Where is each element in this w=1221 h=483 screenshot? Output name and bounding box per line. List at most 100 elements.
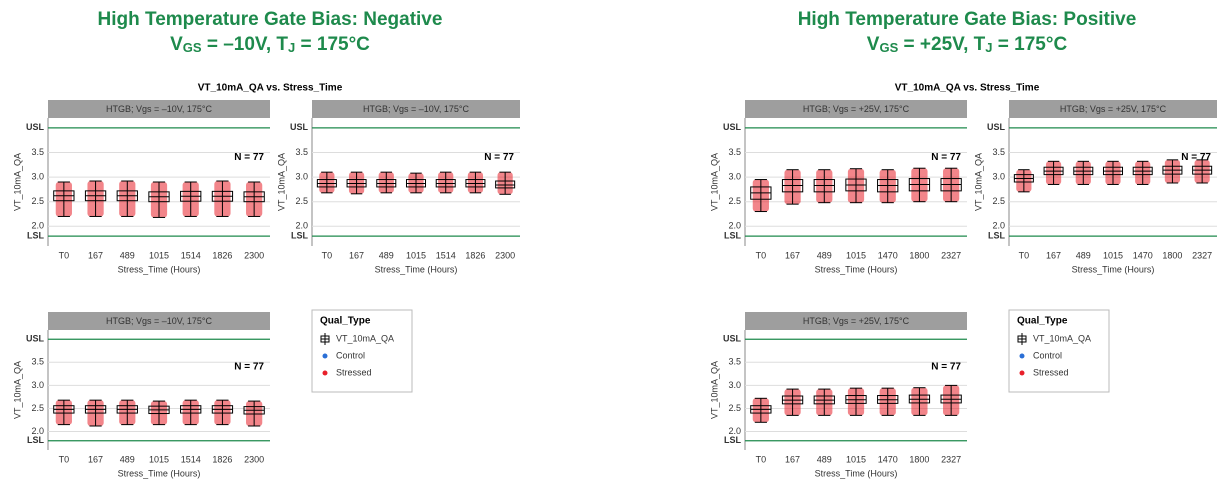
- subtitle-part: J: [288, 40, 295, 55]
- y-tick-label: 3.0: [31, 380, 44, 390]
- y-tick-label: 2.5: [295, 196, 308, 206]
- subtitle-part: V: [867, 34, 880, 55]
- y-tick-label: 3.0: [295, 171, 308, 181]
- spec-label: LSL: [724, 231, 742, 241]
- y-tick-label: 2.0: [295, 221, 308, 231]
- x-tick-label: T0: [59, 454, 70, 464]
- n-label: N = 77: [931, 152, 961, 163]
- x-axis-label: Stress_Time (Hours): [815, 468, 898, 478]
- facet-label: HTGB; Vgs = –10V, 175°C: [363, 104, 470, 114]
- x-tick-label: 489: [1076, 250, 1091, 260]
- x-tick-label: 1514: [181, 250, 201, 260]
- subtitle-part: J: [985, 40, 992, 55]
- y-tick-label: 2.5: [992, 196, 1005, 206]
- x-tick-label: 1015: [1103, 250, 1123, 260]
- x-tick-label: 2327: [1192, 250, 1212, 260]
- group-subtitle: VGS = +25V, TJ = 175°C: [867, 34, 1068, 55]
- spec-label: LSL: [291, 231, 309, 241]
- y-tick-label: 3.0: [728, 380, 741, 390]
- y-axis-label: VT_10mA_QA: [709, 361, 719, 419]
- facet-header: [745, 100, 967, 118]
- legend-label: VT_10mA_QA: [1033, 333, 1091, 343]
- facet-header: [745, 312, 967, 330]
- y-tick-label: 2.5: [728, 403, 741, 413]
- y-tick-label: 2.0: [31, 221, 44, 231]
- x-tick-label: 167: [88, 250, 103, 260]
- n-label: N = 77: [234, 152, 264, 163]
- spec-label: USL: [26, 334, 45, 344]
- x-tick-label: 167: [1046, 250, 1061, 260]
- plot-title: VT_10mA_QA vs. Stress_Time: [895, 83, 1040, 94]
- y-axis-label: VT_10mA_QA: [709, 153, 719, 211]
- legend-label: Control: [1033, 350, 1062, 360]
- y-tick-label: 3.5: [992, 147, 1005, 157]
- x-tick-label: T0: [756, 250, 767, 260]
- legend-box: [311, 309, 413, 393]
- x-tick-label: 2327: [941, 250, 961, 260]
- x-tick-label: 2300: [244, 454, 264, 464]
- n-label: N = 77: [234, 362, 264, 373]
- y-tick-label: 3.5: [728, 357, 741, 367]
- legend-symbol: [1019, 370, 1025, 376]
- y-tick-label: 3.5: [31, 357, 44, 367]
- spec-label: USL: [987, 122, 1006, 132]
- x-tick-label: T0: [756, 454, 767, 464]
- x-tick-label: 489: [120, 250, 135, 260]
- subtitle-part: = –10V, T: [202, 34, 289, 55]
- x-tick-label: 1800: [909, 454, 929, 464]
- spec-label: LSL: [724, 435, 742, 445]
- x-tick-label: 489: [817, 250, 832, 260]
- legend-label: VT_10mA_QA: [336, 333, 394, 343]
- facet-header: [312, 100, 520, 118]
- x-tick-label: T0: [322, 250, 333, 260]
- x-tick-label: 1826: [212, 454, 232, 464]
- x-axis-label: Stress_Time (Hours): [375, 264, 458, 274]
- x-tick-label: 1800: [909, 250, 929, 260]
- subtitle-part: = 175°C: [993, 34, 1068, 55]
- legend-label: Stressed: [336, 367, 372, 377]
- y-tick-label: 2.0: [728, 426, 741, 436]
- y-tick-label: 3.5: [295, 147, 308, 157]
- x-tick-label: 1015: [846, 454, 866, 464]
- n-label: N = 77: [931, 362, 961, 373]
- y-axis-label: VT_10mA_QA: [12, 361, 22, 419]
- x-tick-label: 2300: [244, 250, 264, 260]
- subtitle-part: V: [170, 34, 183, 55]
- y-axis-label: VT_10mA_QA: [973, 153, 983, 211]
- y-axis-label: VT_10mA_QA: [276, 153, 286, 211]
- y-tick-label: 2.0: [31, 426, 44, 436]
- x-tick-label: 167: [785, 250, 800, 260]
- legend-title: Qual_Type: [1017, 316, 1068, 327]
- group-subtitle: VGS = –10V, TJ = 175°C: [170, 34, 370, 55]
- x-tick-label: 489: [120, 454, 135, 464]
- y-tick-label: 3.0: [992, 171, 1005, 181]
- x-tick-label: 1826: [465, 250, 485, 260]
- facet-label: HTGB; Vgs = –10V, 175°C: [106, 316, 213, 326]
- group-title: High Temperature Gate Bias: Positive: [798, 9, 1137, 30]
- x-tick-label: 1015: [406, 250, 426, 260]
- spec-label: LSL: [988, 231, 1006, 241]
- spec-label: LSL: [27, 435, 45, 445]
- x-tick-label: 1826: [212, 250, 232, 260]
- spec-label: USL: [290, 122, 309, 132]
- legend-symbol: [322, 353, 328, 359]
- y-tick-label: 2.5: [31, 196, 44, 206]
- subtitle-part: = 175°C: [295, 34, 370, 55]
- x-tick-label: 1470: [1133, 250, 1153, 260]
- n-label: N = 77: [484, 152, 514, 163]
- facet-label: HTGB; Vgs = –10V, 175°C: [106, 104, 213, 114]
- subtitle-part: = +25V, T: [898, 34, 985, 55]
- x-tick-label: 1015: [149, 454, 169, 464]
- y-tick-label: 2.5: [728, 196, 741, 206]
- x-axis-label: Stress_Time (Hours): [118, 468, 201, 478]
- y-axis-label: VT_10mA_QA: [12, 153, 22, 211]
- x-tick-label: 489: [817, 454, 832, 464]
- y-tick-label: 3.0: [31, 171, 44, 181]
- x-tick-label: 1470: [878, 454, 898, 464]
- y-tick-label: 2.0: [728, 221, 741, 231]
- facet-label: HTGB; Vgs = +25V, 175°C: [803, 104, 910, 114]
- x-tick-label: T0: [1019, 250, 1030, 260]
- group-title: High Temperature Gate Bias: Negative: [98, 9, 443, 30]
- legend-label: Stressed: [1033, 367, 1069, 377]
- n-label: N = 77: [1181, 152, 1211, 163]
